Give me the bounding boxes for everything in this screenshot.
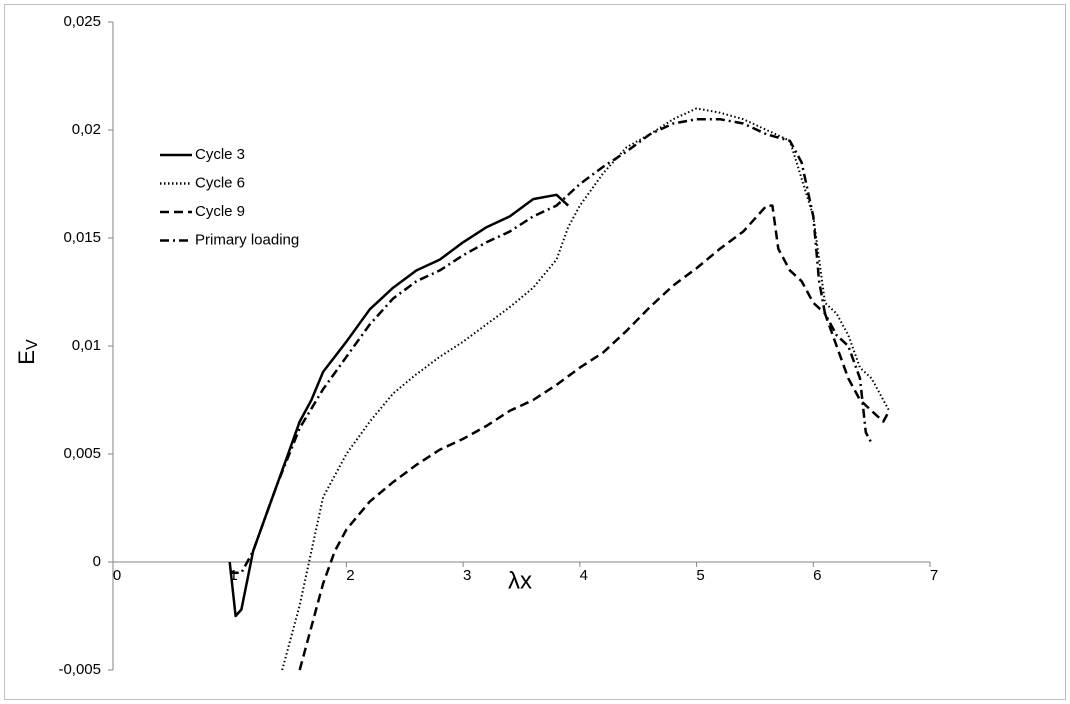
y-tick-label: 0,005: [63, 445, 101, 462]
x-tick-label: 1: [230, 567, 238, 584]
y-tick-label: 0,015: [63, 229, 101, 246]
y-tick-label: -0,005: [58, 661, 101, 678]
y-axis-label: EV: [14, 339, 41, 365]
y-tick-label: 0,02: [72, 121, 101, 138]
legend-label: Primary loading: [195, 231, 299, 248]
x-tick-label: 5: [696, 567, 704, 584]
series-line: [281, 107, 891, 671]
legend-label: Cycle 3: [195, 146, 245, 163]
y-axis-label-main: E: [14, 350, 39, 365]
x-axis-label: λx: [508, 567, 532, 594]
x-tick-label: 4: [580, 567, 588, 584]
legend-label: Cycle 6: [195, 174, 245, 191]
legend-label: Cycle 9: [195, 203, 245, 220]
series-line: [298, 204, 891, 671]
x-tick-label: 7: [930, 567, 938, 584]
x-tick-label: 3: [463, 567, 471, 584]
y-tick-label: 0,025: [63, 13, 101, 30]
chart-frame: [4, 4, 1066, 700]
series-line: [228, 193, 570, 618]
y-tick-label: 0,01: [72, 337, 101, 354]
x-tick-label: 0: [113, 567, 121, 584]
y-axis-label-sub: V: [24, 339, 41, 350]
x-tick-label: 2: [346, 567, 354, 584]
x-tick-label: 6: [813, 567, 821, 584]
y-tick-label: 0: [93, 553, 101, 570]
series-line: [229, 117, 873, 575]
